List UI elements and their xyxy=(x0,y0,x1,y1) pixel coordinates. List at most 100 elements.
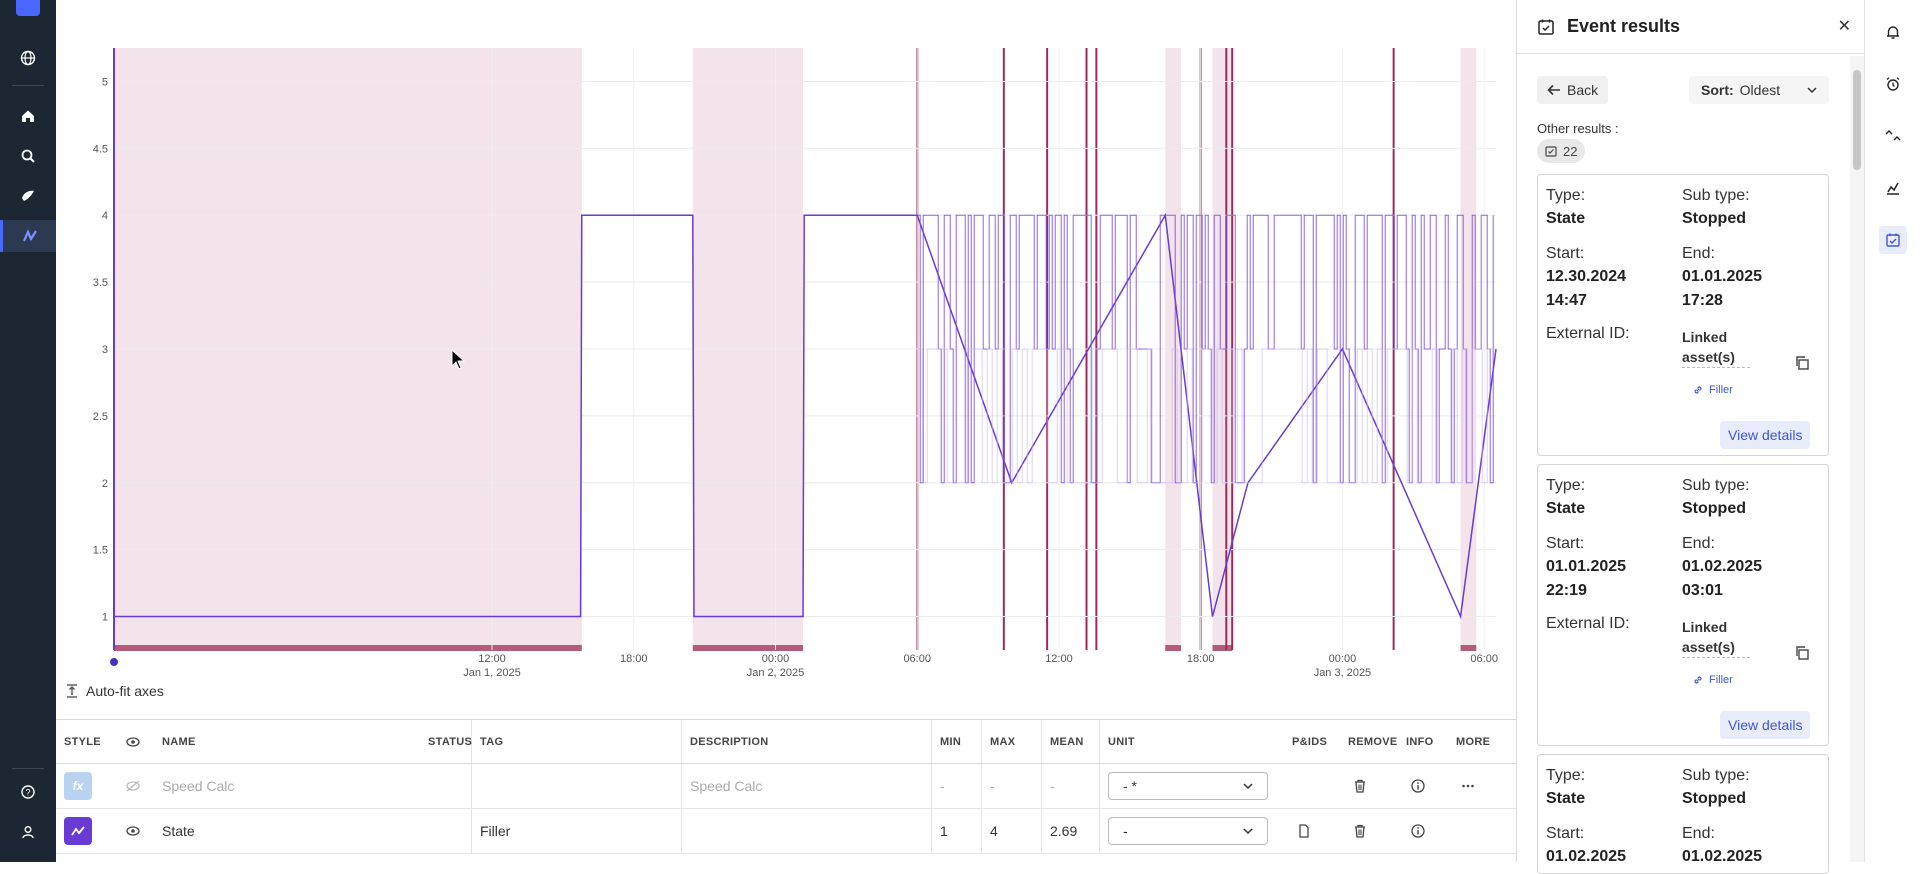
globe-icon[interactable] xyxy=(12,42,44,74)
axis-handle xyxy=(110,658,118,666)
auto-fit-label: Auto-fit axes xyxy=(86,683,164,699)
unit-select[interactable]: - xyxy=(1108,817,1268,845)
event-bar xyxy=(1212,645,1233,651)
info-icon[interactable] xyxy=(1406,819,1430,843)
search-icon[interactable] xyxy=(12,140,44,172)
visible-icon[interactable] xyxy=(118,809,154,853)
series-line xyxy=(114,212,1497,620)
copy-icon[interactable] xyxy=(1794,355,1810,371)
asset-link[interactable]: Filler xyxy=(1692,384,1733,396)
charts-icon[interactable] xyxy=(0,220,56,252)
x-tick-label: 06:00 xyxy=(1470,653,1498,665)
y-tick-label: 4 xyxy=(102,210,108,222)
x-tick-date: Jan 2, 2025 xyxy=(747,667,805,679)
function-icon[interactable]: fx xyxy=(64,772,92,800)
col-info: INFO xyxy=(1406,735,1434,748)
document-icon[interactable] xyxy=(1292,819,1316,843)
unit-value: - * xyxy=(1123,778,1137,794)
svg-text:?: ? xyxy=(25,788,30,798)
auto-fit-axes-button[interactable]: Auto-fit axes xyxy=(66,683,164,699)
x-tick-label: 18:00 xyxy=(620,653,648,665)
fit-vertical-icon xyxy=(67,684,77,698)
x-tick-label: 18:00 xyxy=(1187,653,1215,665)
main-area: 1 1.5 2 2.5 3 3.5 4 4.5 5 12:00 Jan 1, 2025 18:00 00… xyxy=(56,0,1516,862)
copy-icon[interactable] xyxy=(1794,645,1810,661)
col-description[interactable]: DESCRIPTION xyxy=(682,720,932,763)
table-row[interactable]: fx Speed Calc Speed Calc - - - - * xyxy=(56,764,1516,809)
back-button[interactable]: Back xyxy=(1537,76,1609,104)
y-tick-label: 1 xyxy=(102,612,108,624)
row-max: - xyxy=(982,764,1042,808)
app-logo xyxy=(16,0,40,16)
link-icon xyxy=(1694,676,1702,684)
y-tick-label: 3 xyxy=(102,344,108,356)
home-icon[interactable] xyxy=(12,100,44,132)
bell-icon[interactable] xyxy=(1879,18,1907,46)
close-icon[interactable]: ✕ xyxy=(1837,18,1851,35)
row-max: 4 xyxy=(982,809,1042,853)
panel-scrollbar[interactable] xyxy=(1850,56,1864,862)
info-icon[interactable] xyxy=(1406,774,1430,798)
event-bar xyxy=(1165,645,1182,651)
col-name[interactable]: NAME xyxy=(162,735,196,748)
more-icon[interactable] xyxy=(1456,774,1480,798)
chevron-down-icon xyxy=(1243,783,1253,789)
event-bar xyxy=(114,645,582,651)
col-more: MORE xyxy=(1456,735,1491,748)
line-chart-icon[interactable] xyxy=(64,817,92,845)
event-card[interactable]: Type: State Sub type: Stopped Start: 01.… xyxy=(1537,464,1829,746)
col-status: STATUS xyxy=(420,720,472,763)
view-details-button[interactable]: View details xyxy=(1720,421,1811,449)
hidden-icon[interactable] xyxy=(118,764,154,808)
arrow-left-icon xyxy=(1547,84,1560,96)
timeseries-icon[interactable] xyxy=(1879,122,1907,150)
events-icon[interactable] xyxy=(1879,226,1907,254)
x-tick-label: 12:00 xyxy=(1045,653,1073,665)
col-remove: REMOVE xyxy=(1348,735,1398,748)
x-tick-label: 00:00 xyxy=(1329,653,1357,665)
mouse-cursor xyxy=(451,348,466,370)
asset-link[interactable]: Filler xyxy=(1692,674,1733,686)
y-tick-label: 5 xyxy=(102,76,108,88)
y-tick-label: 4.5 xyxy=(93,143,108,155)
x-tick-date: Jan 1, 2025 xyxy=(463,667,521,679)
col-pids: P&IDS xyxy=(1292,735,1328,748)
chevron-down-icon xyxy=(1243,828,1253,834)
row-name: Speed Calc xyxy=(162,778,235,794)
user-icon[interactable] xyxy=(12,816,44,848)
help-icon[interactable]: ? xyxy=(12,776,44,808)
right-toolbar xyxy=(1864,0,1920,862)
row-min: 1 xyxy=(932,809,982,853)
trash-icon[interactable] xyxy=(1348,774,1372,798)
timeseries-table: STYLE NAME STATUS TAG DESCRIPTION MIN MA… xyxy=(56,719,1516,854)
col-tag[interactable]: TAG xyxy=(472,720,682,763)
other-results-label: Other results : xyxy=(1537,121,1619,136)
row-name: State xyxy=(162,823,195,839)
row-description: Speed Calc xyxy=(682,764,932,808)
row-tag xyxy=(472,764,682,808)
row-mean: 2.69 xyxy=(1042,809,1100,853)
line-chart[interactable]: 1 1.5 2 2.5 3 3.5 4 4.5 5 12:00 Jan 1, 2025 18:00 00… xyxy=(56,0,1516,680)
event-card[interactable]: Type: State Sub type: Stopped Start: 12.… xyxy=(1537,174,1829,456)
panel-title: Event results xyxy=(1567,16,1681,36)
event-bar xyxy=(1460,645,1477,651)
trash-icon[interactable] xyxy=(1348,819,1372,843)
sort-dropdown[interactable]: Sort: Oldest xyxy=(1689,76,1829,104)
event-results-panel: Event results ✕ Back Sort: Oldest Other … xyxy=(1516,0,1865,874)
row-description xyxy=(682,809,932,853)
col-max: MAX xyxy=(982,720,1042,763)
explore-icon[interactable] xyxy=(12,180,44,212)
link-icon xyxy=(1694,386,1702,394)
other-results-badge[interactable]: 22 xyxy=(1537,139,1586,163)
view-details-button[interactable]: View details xyxy=(1720,711,1811,739)
row-tag: Filler xyxy=(472,809,682,853)
table-row[interactable]: State Filler 1 4 2.69 - xyxy=(56,809,1516,854)
row-min: - xyxy=(932,764,982,808)
y-tick-label: 3.5 xyxy=(93,277,108,289)
visibility-header-icon[interactable] xyxy=(118,720,154,763)
event-card[interactable]: Type: State Sub type: Stopped Start: 01.… xyxy=(1537,754,1829,874)
y-tick-label: 2.5 xyxy=(93,411,108,423)
chart-icon[interactable] xyxy=(1879,174,1907,202)
alarm-icon[interactable] xyxy=(1879,70,1907,98)
unit-select[interactable]: - * xyxy=(1108,772,1268,800)
